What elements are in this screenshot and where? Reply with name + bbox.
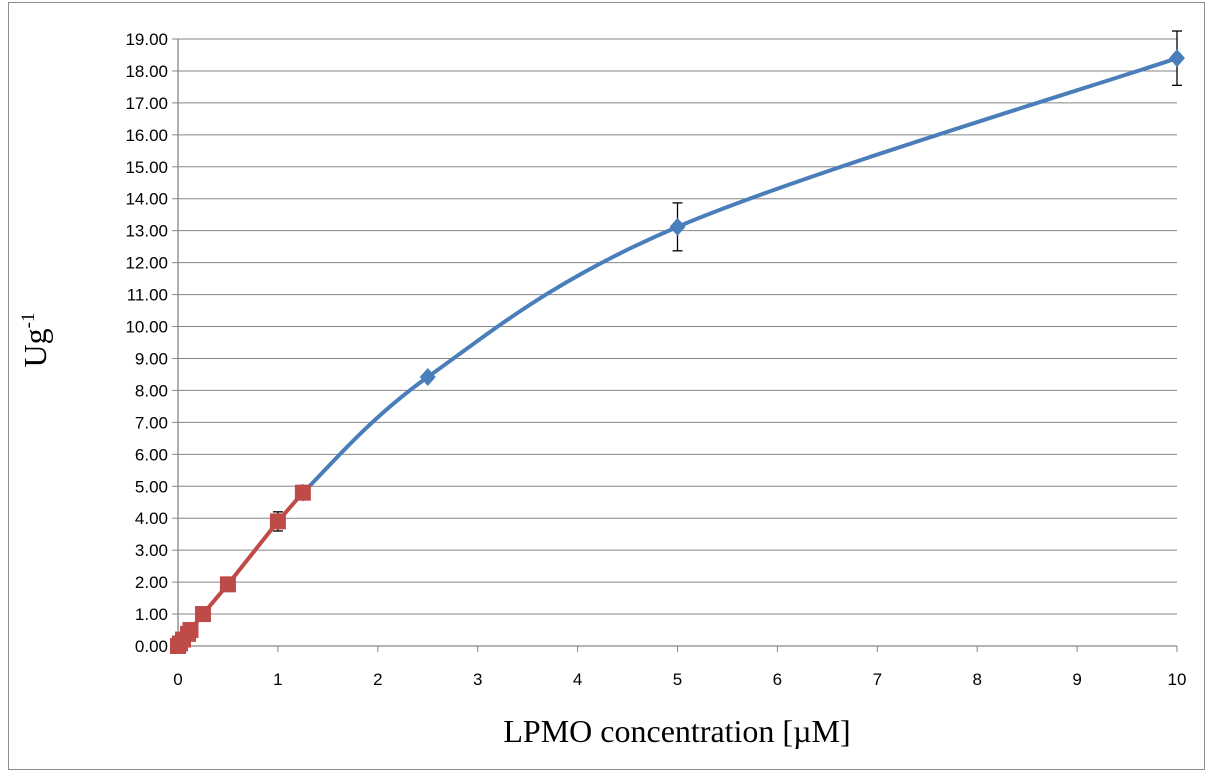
y-axis-title: Ug-1	[17, 313, 53, 368]
x-tick-label: 5	[673, 670, 682, 689]
x-tick-label: 0	[173, 670, 182, 689]
x-tick-label: 6	[773, 670, 782, 689]
data-point-diamond	[1169, 49, 1185, 68]
y-tick-labels: 0.00 1.00 2.00 3.00 4.00 5.00 6.00 7.00 8.00 9.00…	[125, 30, 168, 656]
x-tick-label: 2	[373, 670, 382, 689]
y-tick-label: 18.00	[125, 62, 168, 81]
x-axis-title: LPMO concentration [µM]	[503, 713, 850, 749]
y-tick-label: 2.00	[135, 573, 168, 592]
data-point-square	[194, 606, 211, 623]
y-tick-label: 17.00	[125, 94, 168, 113]
series-2	[170, 484, 311, 654]
y-tick-label: 16.00	[125, 126, 168, 145]
gridlines	[172, 38, 1178, 652]
series-1	[294, 49, 1185, 502]
x-tick-label: 4	[573, 670, 582, 689]
y-tick-label: 19.00	[125, 30, 168, 49]
y-tick-label: 15.00	[125, 158, 168, 177]
y-tick-label: 5.00	[135, 477, 168, 496]
data-point-square	[219, 576, 236, 593]
data-point-diamond	[669, 217, 686, 236]
y-tick-label: 9.00	[135, 349, 168, 368]
y-axis-title-superscript: -1	[18, 313, 39, 329]
x-tick-label: 10	[1168, 670, 1187, 689]
y-tick-label: 14.00	[125, 190, 168, 209]
x-tick-label: 3	[473, 670, 482, 689]
y-tick-label: 6.00	[135, 445, 168, 464]
data-point-square	[182, 622, 199, 639]
y-tick-label: 8.00	[135, 381, 168, 400]
y-axis-title-base: Ug	[17, 328, 53, 367]
y-tick-label: 10.00	[125, 318, 168, 337]
x-tick-label: 7	[873, 670, 882, 689]
x-tick-label: 8	[972, 670, 981, 689]
y-tick-label: 12.00	[125, 254, 168, 273]
y-tick-label: 4.00	[135, 509, 168, 528]
y-tick-label: 11.00	[127, 286, 168, 305]
x-tick-label: 1	[273, 670, 282, 689]
x-tick-label: 9	[1072, 670, 1081, 689]
y-tick-label: 13.00	[125, 222, 168, 241]
series	[170, 30, 1185, 654]
y-tick-label: 1.00	[135, 605, 168, 624]
chart-frame	[8, 2, 1205, 770]
series-line	[300, 56, 1179, 495]
data-point-diamond	[419, 368, 436, 387]
x-tick-labels: 0 1 2 3 4 5 6 7 8 9 10	[173, 670, 1186, 689]
data-point-square	[294, 484, 311, 501]
data-point-square	[269, 513, 286, 530]
y-tick-label: 0.00	[135, 637, 168, 656]
error-bars	[272, 30, 1182, 532]
y-tick-label: 7.00	[135, 413, 168, 432]
axes	[177, 39, 1177, 647]
y-tick-label: 3.00	[135, 541, 168, 560]
